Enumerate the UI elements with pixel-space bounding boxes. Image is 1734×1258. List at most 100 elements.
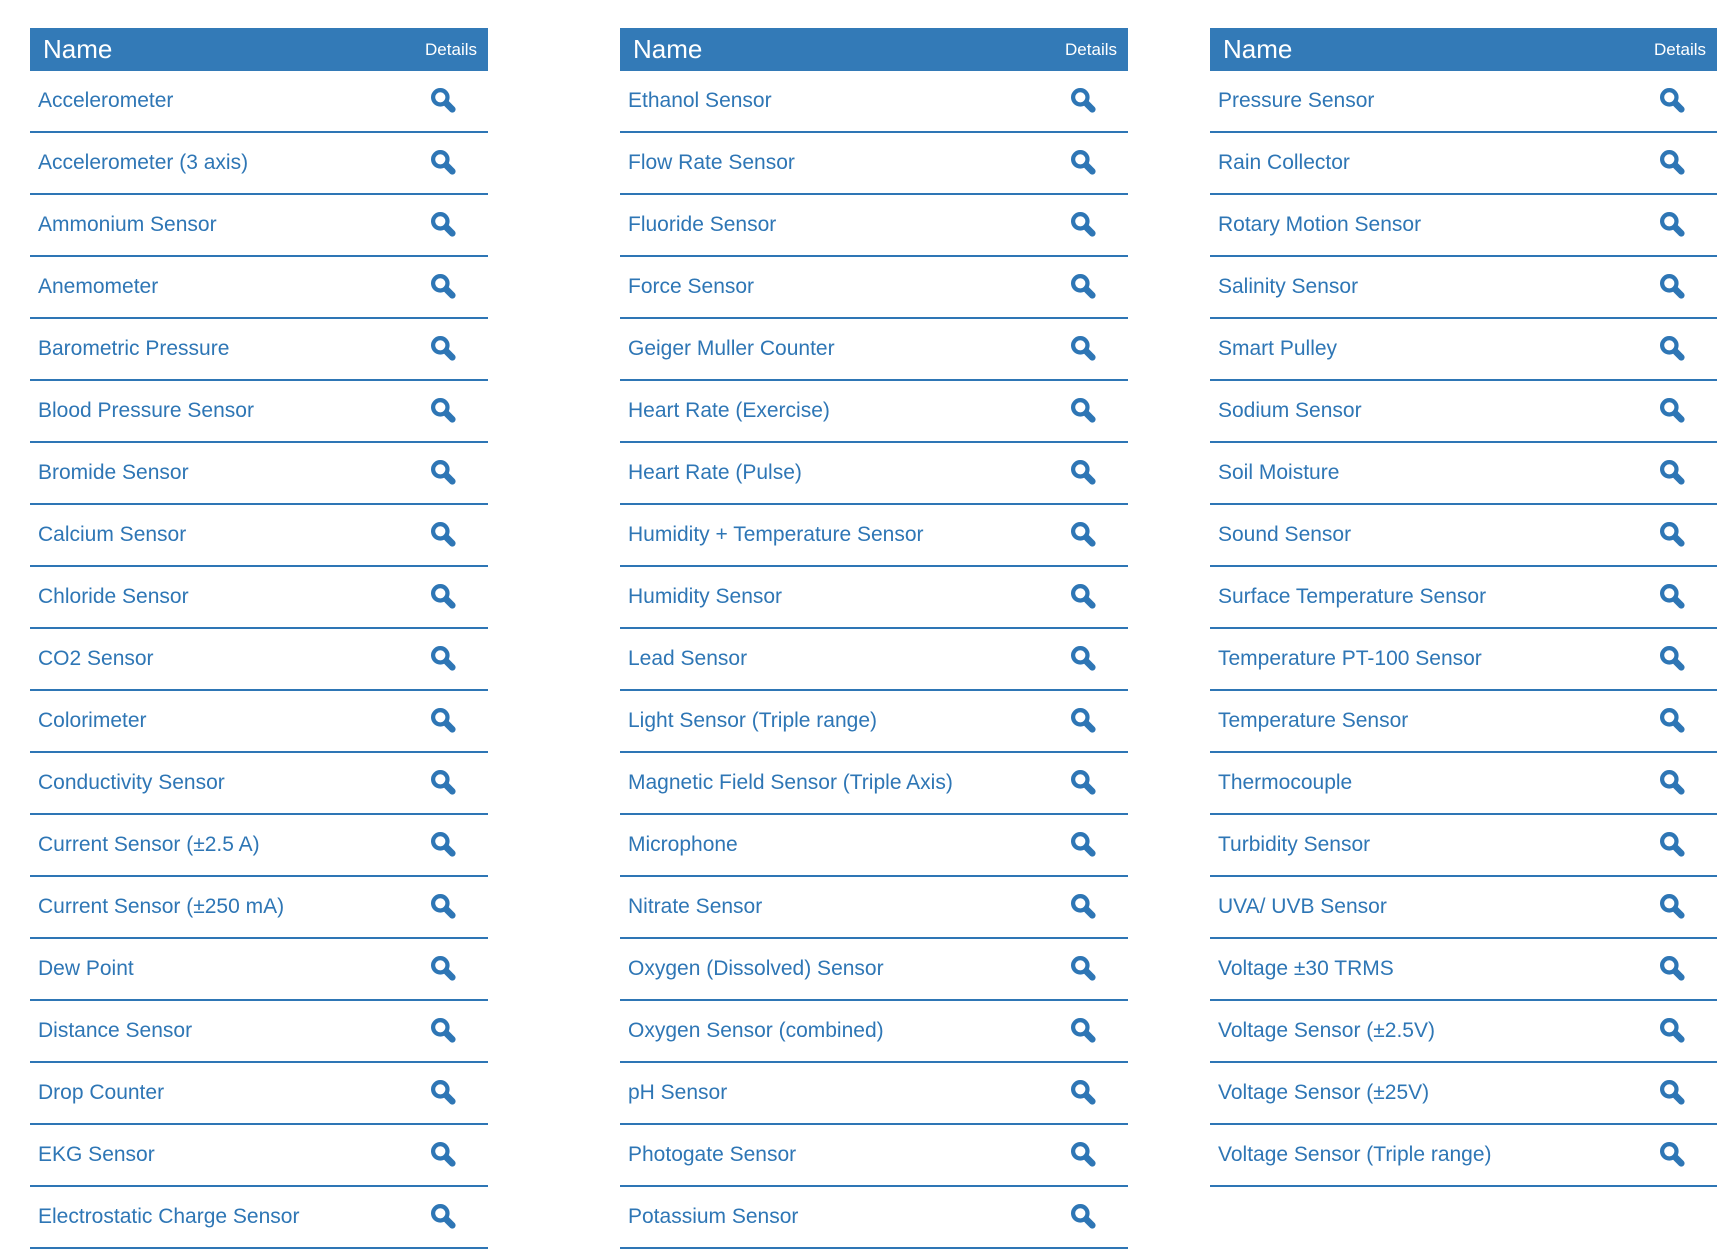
sensor-name-link[interactable]: Current Sensor (±2.5 A)	[38, 833, 260, 856]
sensor-name-link[interactable]: Heart Rate (Pulse)	[628, 461, 802, 484]
details-link[interactable]	[1068, 706, 1098, 736]
sensor-name-link[interactable]: Ammonium Sensor	[38, 213, 217, 236]
details-link[interactable]	[428, 768, 458, 798]
sensor-name-link[interactable]: Turbidity Sensor	[1218, 833, 1371, 856]
details-link[interactable]	[428, 334, 458, 364]
sensor-name-link[interactable]: Accelerometer	[38, 89, 174, 112]
details-link[interactable]	[1068, 148, 1098, 178]
details-link[interactable]	[428, 458, 458, 488]
details-link[interactable]	[1657, 644, 1687, 674]
sensor-name-link[interactable]: Chloride Sensor	[38, 585, 189, 608]
sensor-name-link[interactable]: Light Sensor (Triple range)	[628, 709, 878, 732]
details-link[interactable]	[1657, 768, 1687, 798]
sensor-name-link[interactable]: EKG Sensor	[38, 1143, 155, 1166]
details-link[interactable]	[1657, 1140, 1687, 1170]
details-link[interactable]	[1657, 272, 1687, 302]
details-link[interactable]	[1657, 334, 1687, 364]
sensor-name-link[interactable]: Colorimeter	[38, 709, 147, 732]
sensor-name-link[interactable]: Electrostatic Charge Sensor	[38, 1205, 300, 1228]
sensor-name-link[interactable]: Accelerometer (3 axis)	[38, 151, 249, 174]
sensor-name-link[interactable]: Sodium Sensor	[1218, 399, 1362, 422]
details-link[interactable]	[1068, 396, 1098, 426]
sensor-name-link[interactable]: Conductivity Sensor	[38, 771, 225, 794]
details-link[interactable]	[428, 520, 458, 550]
sensor-name-link[interactable]: Humidity + Temperature Sensor	[628, 523, 924, 546]
sensor-name-link[interactable]: Anemometer	[38, 275, 159, 298]
sensor-name-link[interactable]: Lead Sensor	[628, 647, 748, 670]
details-link[interactable]	[1657, 148, 1687, 178]
sensor-name-link[interactable]: Pressure Sensor	[1218, 89, 1375, 112]
sensor-name-link[interactable]: Nitrate Sensor	[628, 895, 763, 918]
sensor-name-link[interactable]: Geiger Muller Counter	[628, 337, 835, 360]
details-link[interactable]	[1657, 582, 1687, 612]
details-link[interactable]	[428, 86, 458, 116]
details-link[interactable]	[1068, 768, 1098, 798]
sensor-name-link[interactable]: Calcium Sensor	[38, 523, 187, 546]
details-link[interactable]	[1068, 272, 1098, 302]
sensor-name-link[interactable]: pH Sensor	[628, 1081, 728, 1104]
details-link[interactable]	[1068, 210, 1098, 240]
details-link[interactable]	[1068, 830, 1098, 860]
details-link[interactable]	[1068, 892, 1098, 922]
details-link[interactable]	[428, 1140, 458, 1170]
sensor-name-link[interactable]: Force Sensor	[628, 275, 755, 298]
sensor-name-link[interactable]: Humidity Sensor	[628, 585, 783, 608]
sensor-name-link[interactable]: Microphone	[628, 833, 738, 856]
sensor-name-link[interactable]: Rotary Motion Sensor	[1218, 213, 1422, 236]
sensor-name-link[interactable]: Voltage Sensor (±25V)	[1218, 1081, 1430, 1104]
sensor-name-link[interactable]: Heart Rate (Exercise)	[628, 399, 830, 422]
details-link[interactable]	[428, 1016, 458, 1046]
details-link[interactable]	[1068, 1202, 1098, 1232]
sensor-name-link[interactable]: Voltage ±30 TRMS	[1218, 957, 1394, 980]
details-link[interactable]	[428, 830, 458, 860]
sensor-name-link[interactable]: Soil Moisture	[1218, 461, 1340, 484]
sensor-name-link[interactable]: Surface Temperature Sensor	[1218, 585, 1487, 608]
details-link[interactable]	[1657, 520, 1687, 550]
sensor-name-link[interactable]: Dew Point	[38, 957, 134, 980]
sensor-name-link[interactable]: Temperature PT-100 Sensor	[1218, 647, 1482, 670]
sensor-name-link[interactable]: Voltage Sensor (±2.5V)	[1218, 1019, 1435, 1042]
sensor-name-link[interactable]: Magnetic Field Sensor (Triple Axis)	[628, 771, 953, 794]
sensor-name-link[interactable]: Temperature Sensor	[1218, 709, 1409, 732]
details-link[interactable]	[1068, 954, 1098, 984]
details-link[interactable]	[1068, 644, 1098, 674]
details-link[interactable]	[428, 1202, 458, 1232]
sensor-name-link[interactable]: Sound Sensor	[1218, 523, 1352, 546]
details-link[interactable]	[1657, 706, 1687, 736]
details-link[interactable]	[1657, 892, 1687, 922]
sensor-name-link[interactable]: UVA/ UVB Sensor	[1218, 895, 1387, 918]
details-link[interactable]	[1657, 1016, 1687, 1046]
details-link[interactable]	[1068, 334, 1098, 364]
sensor-name-link[interactable]: Photogate Sensor	[628, 1143, 797, 1166]
sensor-name-link[interactable]: Flow Rate Sensor	[628, 151, 795, 174]
sensor-name-link[interactable]: Oxygen Sensor (combined)	[628, 1019, 884, 1042]
sensor-name-link[interactable]: Potassium Sensor	[628, 1205, 799, 1228]
sensor-name-link[interactable]: CO2 Sensor	[38, 647, 154, 670]
sensor-name-link[interactable]: Bromide Sensor	[38, 461, 189, 484]
details-link[interactable]	[1657, 830, 1687, 860]
details-link[interactable]	[1657, 1078, 1687, 1108]
sensor-name-link[interactable]: Ethanol Sensor	[628, 89, 772, 112]
sensor-name-link[interactable]: Salinity Sensor	[1218, 275, 1359, 298]
details-link[interactable]	[428, 272, 458, 302]
details-link[interactable]	[1068, 582, 1098, 612]
details-link[interactable]	[428, 582, 458, 612]
details-link[interactable]	[1068, 86, 1098, 116]
sensor-name-link[interactable]: Blood Pressure Sensor	[38, 399, 254, 422]
details-link[interactable]	[1068, 1078, 1098, 1108]
sensor-name-link[interactable]: Smart Pulley	[1218, 337, 1338, 360]
sensor-name-link[interactable]: Distance Sensor	[38, 1019, 193, 1042]
sensor-name-link[interactable]: Oxygen (Dissolved) Sensor	[628, 957, 884, 980]
details-link[interactable]	[1657, 458, 1687, 488]
details-link[interactable]	[428, 644, 458, 674]
sensor-name-link[interactable]: Thermocouple	[1218, 771, 1353, 794]
details-link[interactable]	[428, 954, 458, 984]
details-link[interactable]	[1068, 458, 1098, 488]
details-link[interactable]	[1068, 1140, 1098, 1170]
details-link[interactable]	[1068, 520, 1098, 550]
sensor-name-link[interactable]: Fluoride Sensor	[628, 213, 777, 236]
details-link[interactable]	[1657, 396, 1687, 426]
sensor-name-link[interactable]: Voltage Sensor (Triple range)	[1218, 1143, 1492, 1166]
details-link[interactable]	[428, 396, 458, 426]
sensor-name-link[interactable]: Rain Collector	[1218, 151, 1350, 174]
